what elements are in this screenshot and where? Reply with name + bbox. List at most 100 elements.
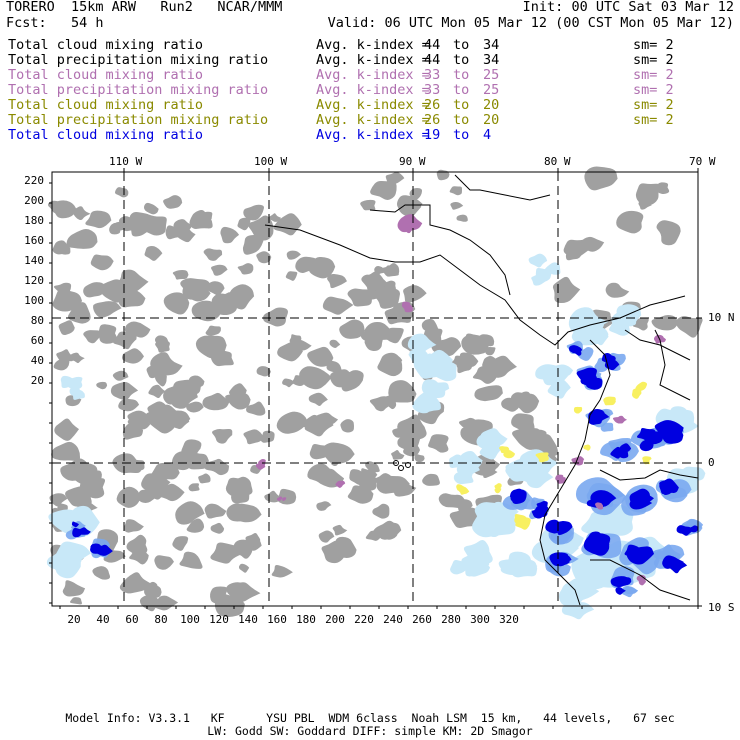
legend-k-low: 33 [424, 82, 441, 98]
gray-cloud-patch [83, 330, 101, 344]
gray-cloud-patch [393, 479, 417, 497]
gray-cloud-patch [232, 503, 262, 523]
legend-smoothing: sm= 2 [633, 112, 674, 128]
coastline [454, 174, 551, 201]
light-blue-cloud-patch [616, 305, 635, 320]
gray-cloud-patch [195, 335, 227, 359]
legend-field-name: Total cloud mixing ratio [8, 97, 204, 113]
gray-cloud-patch [347, 288, 373, 307]
lon-label-80w: 80 W [544, 155, 571, 168]
gray-cloud-patch [188, 483, 200, 492]
legend-field-name: Total cloud mixing ratio [8, 127, 204, 143]
legend-avg-label: Avg. k-index = [316, 82, 430, 98]
coastline [624, 329, 691, 361]
blue-precip-patch [568, 345, 581, 354]
gray-cloud-patch [391, 450, 405, 460]
gray-cloud-patch [285, 271, 298, 281]
gray-cloud-patch [243, 429, 264, 445]
gray-cloud-patch [85, 210, 112, 229]
blue-precip-patch [626, 546, 654, 565]
gray-cloud-patch [154, 555, 174, 570]
gray-cloud-patch [273, 213, 302, 236]
gray-cloud-patch [511, 392, 540, 414]
light-blue-cloud-patch [461, 552, 490, 577]
gray-cloud-patch [292, 375, 310, 387]
gray-cloud-patch [163, 292, 190, 315]
gray-cloud-patch [242, 234, 264, 255]
gray-cloud-patch [119, 216, 144, 232]
gray-cloud-patch [327, 273, 347, 289]
y-tick-label: 200 [24, 194, 44, 207]
legend-k-high: 20 [483, 97, 500, 113]
light-blue-cloud-patch [597, 514, 630, 538]
blue-precip-patch [636, 427, 656, 442]
gray-cloud-patch [309, 443, 329, 460]
gray-cloud-patch [163, 195, 183, 209]
legend-avg-label: Avg. k-index = [316, 52, 430, 68]
gray-cloud-patch [49, 493, 68, 507]
mid-blue-patch [621, 586, 638, 598]
y-tick-label: 220 [24, 174, 44, 187]
map-frame [51, 171, 699, 607]
gray-cloud-patch [365, 530, 383, 541]
lon-label-90w: 90 W [399, 155, 426, 168]
blue-precip-patch [583, 533, 611, 556]
blue-precip-patch [659, 479, 676, 490]
gray-cloud-patch [276, 411, 309, 434]
legend-avg-label: Avg. k-index = [316, 37, 430, 53]
gray-cloud-patch [260, 430, 275, 443]
gray-cloud-patch [53, 358, 70, 371]
gray-cloud-patch [96, 381, 108, 390]
purple-patch [596, 503, 604, 510]
x-tick-label: 100 [180, 613, 200, 626]
gray-cloud-patch [226, 477, 250, 497]
yellow-patch [603, 396, 616, 406]
legend-smoothing: sm= 2 [633, 82, 674, 98]
gray-cloud-patch [268, 213, 281, 222]
gray-cloud-patch [403, 285, 427, 303]
gray-cloud-patch [92, 301, 122, 318]
gray-cloud-patch [339, 319, 365, 339]
gray-cloud-patch [90, 254, 114, 271]
gray-cloud-patch [256, 366, 271, 377]
gray-cloud-patch [501, 397, 521, 412]
gray-cloud-patch [58, 320, 75, 335]
light-blue-cloud-patch [60, 375, 78, 389]
gray-cloud-patch [373, 287, 400, 309]
gray-cloud-patch [198, 473, 211, 484]
legend-to: to [453, 97, 470, 113]
gray-cloud-patch [246, 401, 266, 416]
legend-k-high: 25 [483, 67, 500, 83]
x-tick-label: 280 [441, 613, 461, 626]
gray-cloud-patch [123, 519, 144, 533]
gray-cloud-patch [397, 414, 427, 440]
gray-cloud-patch [474, 385, 503, 402]
gray-cloud-patch [119, 572, 151, 594]
gray-cloud-patch [127, 414, 142, 426]
light-blue-cloud-patch [550, 364, 574, 378]
lat-label-10n: 10 N [708, 311, 735, 324]
legend-k-high: 4 [483, 127, 492, 143]
gray-cloud-patch [360, 328, 376, 342]
legend-k-low: 19 [424, 127, 441, 143]
purple-patch [402, 304, 413, 313]
gray-cloud-patch [332, 524, 348, 536]
lon-label-110w: 110 W [109, 155, 143, 168]
purple-patch [281, 497, 287, 502]
x-tick-label: 320 [499, 613, 519, 626]
gray-cloud-patch [295, 256, 322, 273]
gray-cloud-patch [220, 226, 240, 244]
light-blue-cloud-patch [558, 578, 596, 607]
light-blue-cloud-patch [456, 463, 480, 477]
gray-cloud-patch [121, 348, 144, 364]
purple-patch [397, 214, 423, 233]
x-tick-label: 240 [383, 613, 403, 626]
gray-cloud-patch [56, 349, 74, 362]
legend-avg-label: Avg. k-index = [316, 67, 430, 83]
gray-cloud-patch [79, 475, 106, 499]
gray-cloud-patch [118, 287, 146, 308]
gray-cloud-patch [238, 563, 250, 573]
legend-k-high: 34 [483, 52, 500, 68]
coastline [654, 329, 691, 401]
gray-cloud-patch [386, 354, 403, 366]
